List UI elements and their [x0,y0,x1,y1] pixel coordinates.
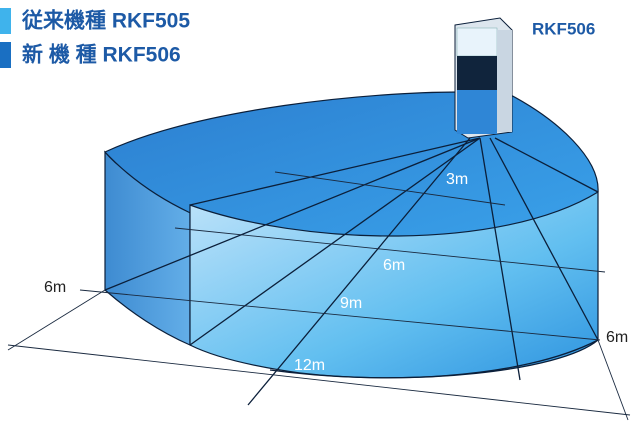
ray [189,137,481,206]
legend-swatch [0,8,11,34]
distance-label: 6m [44,279,66,296]
ray [247,137,471,406]
ray [189,137,481,346]
distance-line [174,227,606,273]
ray [479,137,521,381]
distance-label: 3m [446,171,468,188]
ground-line [597,339,629,421]
distance-label: 6m [606,329,628,346]
legend-label: 新 機 種 RKF506 [22,43,181,67]
sensor [454,17,513,139]
arc [269,339,599,379]
ground-line [7,289,106,351]
ray [489,137,599,341]
distance-label: 6m [383,257,405,274]
legend-swatch [0,42,11,68]
sensor-label: RKF506 [532,19,595,38]
distance-label: 9m [340,295,362,312]
distance-line [79,289,601,341]
legend-label: 従来機種 RKF505 [21,9,190,33]
ray [104,137,481,291]
distance-label: 12m [294,357,325,374]
distance-line [274,171,506,206]
ray [494,137,599,193]
ground-line [7,344,631,416]
